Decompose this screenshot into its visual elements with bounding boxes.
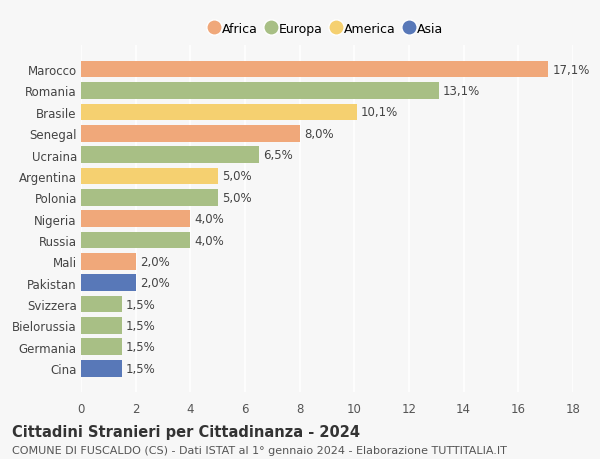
Bar xyxy=(81,360,122,377)
Text: 17,1%: 17,1% xyxy=(553,63,590,77)
Bar xyxy=(81,211,190,228)
Bar xyxy=(81,253,136,270)
Bar xyxy=(81,275,136,291)
Text: 4,0%: 4,0% xyxy=(194,234,224,247)
Text: 1,5%: 1,5% xyxy=(126,341,156,353)
Text: COMUNE DI FUSCALDO (CS) - Dati ISTAT al 1° gennaio 2024 - Elaborazione TUTTITALI: COMUNE DI FUSCALDO (CS) - Dati ISTAT al … xyxy=(12,445,507,455)
Text: 10,1%: 10,1% xyxy=(361,106,398,119)
Bar xyxy=(81,126,299,142)
Text: 1,5%: 1,5% xyxy=(126,298,156,311)
Bar xyxy=(81,104,357,121)
Text: 2,0%: 2,0% xyxy=(140,255,170,269)
Bar xyxy=(81,190,218,206)
Bar xyxy=(81,62,548,78)
Text: 2,0%: 2,0% xyxy=(140,277,170,290)
Text: 1,5%: 1,5% xyxy=(126,319,156,332)
Bar xyxy=(81,339,122,355)
Bar xyxy=(81,296,122,313)
Text: 1,5%: 1,5% xyxy=(126,362,156,375)
Bar xyxy=(81,147,259,163)
Bar xyxy=(81,168,218,185)
Text: Cittadini Stranieri per Cittadinanza - 2024: Cittadini Stranieri per Cittadinanza - 2… xyxy=(12,425,360,440)
Text: 8,0%: 8,0% xyxy=(304,128,334,140)
Text: 5,0%: 5,0% xyxy=(222,191,251,204)
Text: 4,0%: 4,0% xyxy=(194,213,224,226)
Bar xyxy=(81,83,439,100)
Bar xyxy=(81,318,122,334)
Text: 13,1%: 13,1% xyxy=(443,85,481,98)
Legend: Africa, Europa, America, Asia: Africa, Europa, America, Asia xyxy=(211,23,443,36)
Bar xyxy=(81,232,190,249)
Text: 5,0%: 5,0% xyxy=(222,170,251,183)
Text: 6,5%: 6,5% xyxy=(263,149,293,162)
